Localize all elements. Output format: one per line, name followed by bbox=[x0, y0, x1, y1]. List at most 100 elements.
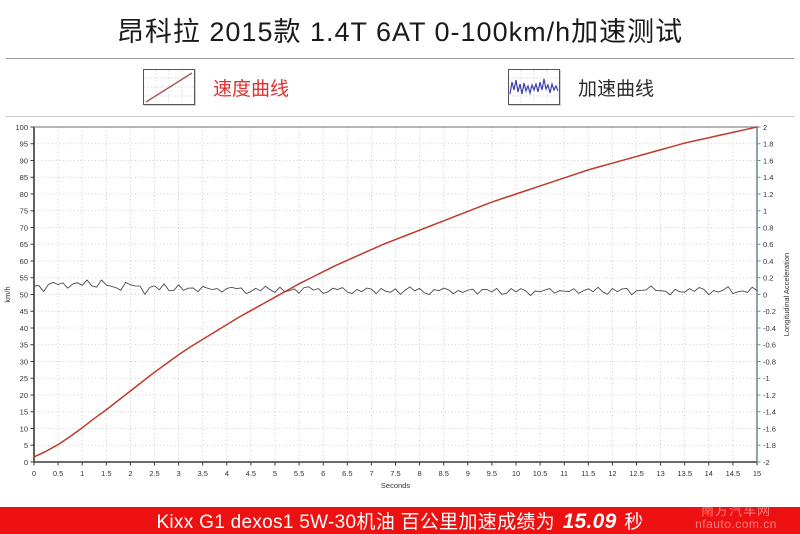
svg-text:7.5: 7.5 bbox=[390, 469, 400, 478]
title-divider bbox=[6, 58, 794, 59]
svg-text:90: 90 bbox=[20, 156, 28, 165]
svg-text:8: 8 bbox=[418, 469, 422, 478]
result-value: 15.09 bbox=[562, 510, 617, 533]
svg-text:3: 3 bbox=[177, 469, 181, 478]
svg-text:8.5: 8.5 bbox=[438, 469, 448, 478]
legend-label-acceleration-curve: 加速曲线 bbox=[578, 78, 655, 100]
svg-text:-0.8: -0.8 bbox=[763, 357, 776, 366]
page-title: 昂科拉 2015款 1.4T 6AT 0-100km/h加速测试 bbox=[116, 16, 684, 47]
svg-text:-1.6: -1.6 bbox=[763, 424, 776, 433]
svg-text:0: 0 bbox=[32, 469, 36, 478]
svg-text:-0.4: -0.4 bbox=[763, 324, 776, 333]
svg-text:1.4: 1.4 bbox=[763, 173, 773, 182]
svg-text:95: 95 bbox=[20, 140, 28, 149]
legend-label-speed-curve: 速度曲线 bbox=[213, 78, 290, 100]
svg-text:30: 30 bbox=[20, 357, 28, 366]
svg-text:12: 12 bbox=[608, 469, 616, 478]
svg-text:3.5: 3.5 bbox=[197, 469, 207, 478]
plot-background bbox=[34, 127, 757, 462]
svg-text:13.5: 13.5 bbox=[677, 469, 692, 478]
svg-text:0: 0 bbox=[24, 458, 28, 467]
svg-text:13: 13 bbox=[656, 469, 664, 478]
svg-text:0.4: 0.4 bbox=[763, 257, 773, 266]
svg-text:0.5: 0.5 bbox=[53, 469, 63, 478]
result-prefix: Kixx G1 dexos1 5W-30机油 百公里加速成绩为 bbox=[156, 512, 555, 533]
svg-text:11: 11 bbox=[560, 469, 568, 478]
svg-text:12.5: 12.5 bbox=[629, 469, 644, 478]
svg-text:0.2: 0.2 bbox=[763, 274, 773, 283]
chart-series-acceleration bbox=[33, 279, 758, 296]
svg-text:2: 2 bbox=[128, 469, 132, 478]
legend-divider bbox=[6, 116, 794, 117]
acceleration-curve-thumbnail-icon bbox=[508, 69, 560, 105]
svg-text:75: 75 bbox=[20, 207, 28, 216]
svg-text:1.5: 1.5 bbox=[101, 469, 111, 478]
svg-text:7: 7 bbox=[369, 469, 373, 478]
svg-text:1.2: 1.2 bbox=[763, 190, 773, 199]
svg-text:85: 85 bbox=[20, 173, 28, 182]
svg-text:0: 0 bbox=[763, 290, 767, 299]
chart-title-bar: 昂科拉 2015款 1.4T 6AT 0-100km/h加速测试 bbox=[0, 0, 800, 58]
y-axis-left-title: km/h bbox=[3, 286, 12, 302]
svg-text:65: 65 bbox=[20, 240, 28, 249]
svg-text:40: 40 bbox=[20, 324, 28, 333]
x-axis-title: Seconds bbox=[381, 481, 410, 490]
svg-text:15: 15 bbox=[20, 408, 28, 417]
svg-text:-1.2: -1.2 bbox=[763, 391, 776, 400]
legend-item-speed-curve[interactable]: 速度曲线 bbox=[143, 69, 289, 105]
svg-text:14.5: 14.5 bbox=[726, 469, 741, 478]
svg-text:80: 80 bbox=[20, 190, 28, 199]
svg-text:55: 55 bbox=[20, 274, 28, 283]
svg-text:15: 15 bbox=[753, 469, 761, 478]
result-suffix: 秒 bbox=[624, 512, 644, 533]
svg-text:11.5: 11.5 bbox=[581, 469, 595, 478]
svg-text:-0.2: -0.2 bbox=[763, 307, 776, 316]
speed-curve-thumbnail-icon bbox=[143, 69, 195, 105]
y-axis-right-tick-labels: -2 -1.8 -1.6 -1.4 -1.2 -1 -0.8 -0.6 -0.4 -0.2 0 0.2… bbox=[757, 123, 776, 467]
svg-text:5.5: 5.5 bbox=[294, 469, 304, 478]
svg-text:0.8: 0.8 bbox=[763, 223, 773, 232]
svg-text:1: 1 bbox=[763, 207, 767, 216]
svg-text:10.5: 10.5 bbox=[533, 469, 548, 478]
svg-text:5: 5 bbox=[24, 441, 28, 450]
svg-text:-2: -2 bbox=[763, 458, 770, 467]
svg-text:45: 45 bbox=[20, 307, 28, 316]
svg-text:0.6: 0.6 bbox=[763, 240, 773, 249]
chart-canvas: 0 0.5 1 1.5 2 2.5 3 3.5 4 4.5 5 5.5 6 6.5 7 7.5 8 8.5 9 9.5… bbox=[3, 123, 791, 490]
svg-text:-1: -1 bbox=[763, 374, 770, 383]
svg-text:35: 35 bbox=[20, 341, 28, 350]
x-axis-tick-labels: 0 0.5 1 1.5 2 2.5 3 3.5 4 4.5 5 5.5 6 6.5 7 7.5 8 8.5 9 9.5… bbox=[32, 462, 761, 478]
legend-item-acceleration-curve[interactable]: 加速曲线 bbox=[508, 69, 654, 105]
chart-legend: 速度曲线 加速曲线 bbox=[0, 60, 800, 116]
svg-text:100: 100 bbox=[15, 123, 28, 132]
svg-text:1.6: 1.6 bbox=[763, 156, 773, 165]
svg-text:6: 6 bbox=[321, 469, 325, 478]
svg-text:4.5: 4.5 bbox=[246, 469, 256, 478]
svg-text:-0.6: -0.6 bbox=[763, 341, 776, 350]
svg-text:10: 10 bbox=[20, 424, 28, 433]
svg-text:70: 70 bbox=[20, 223, 28, 232]
svg-text:5: 5 bbox=[273, 469, 277, 478]
svg-text:25: 25 bbox=[20, 374, 28, 383]
svg-text:1.8: 1.8 bbox=[763, 140, 773, 149]
svg-text:6.5: 6.5 bbox=[342, 469, 352, 478]
svg-text:-1.8: -1.8 bbox=[763, 441, 776, 450]
svg-text:1: 1 bbox=[80, 469, 84, 478]
svg-text:50: 50 bbox=[20, 290, 28, 299]
svg-text:-1.4: -1.4 bbox=[763, 408, 776, 417]
svg-text:10: 10 bbox=[512, 469, 520, 478]
svg-text:14: 14 bbox=[705, 469, 713, 478]
svg-text:20: 20 bbox=[20, 391, 28, 400]
svg-text:4: 4 bbox=[225, 469, 229, 478]
svg-text:9: 9 bbox=[466, 469, 470, 478]
svg-text:60: 60 bbox=[20, 257, 28, 266]
svg-text:2.5: 2.5 bbox=[149, 469, 159, 478]
svg-text:9.5: 9.5 bbox=[487, 469, 497, 478]
y-axis-right-title: Longitudinal Acceleration bbox=[782, 253, 791, 336]
chart-series-speed bbox=[33, 126, 758, 458]
acceleration-chart: 0 0.5 1 1.5 2 2.5 3 3.5 4 4.5 5 5.5 6 6.5 7 7.5 8 8.5 9 9.5… bbox=[0, 118, 800, 496]
y-axis-left-tick-labels: 0 5 10 15 20 25 30 35 40 45 50 55 60 65 70 75 80 85 90 95 10… bbox=[15, 123, 34, 467]
result-banner-text: Kixx G1 dexos1 5W-30机油 百公里加速成绩为 15.09 秒 bbox=[156, 507, 643, 534]
result-banner: Kixx G1 dexos1 5W-30机油 百公里加速成绩为 15.09 秒 bbox=[0, 507, 800, 534]
